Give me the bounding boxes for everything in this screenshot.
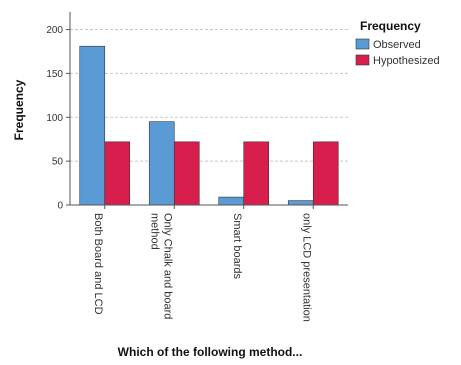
bar-hypothesized-0 bbox=[104, 141, 131, 206]
bar-observed-3 bbox=[287, 200, 314, 206]
bar-observed-0 bbox=[79, 45, 106, 206]
legend-label-hypothesized: Hypothesized bbox=[373, 55, 440, 67]
gridlines bbox=[70, 29, 348, 162]
legend-swatch-hypothesized bbox=[355, 54, 370, 66]
y-tick-label: 150 bbox=[46, 69, 63, 80]
x-category-label: Smart boards bbox=[231, 213, 243, 280]
legend: Frequency Observed Hypothesized bbox=[355, 19, 440, 67]
x-category-label: Only Chalk and boardmethod bbox=[148, 213, 173, 319]
x-axis-title: Which of the following method... bbox=[118, 345, 303, 359]
bar-hypothesized-2 bbox=[243, 141, 270, 206]
x-category-label: Both Board and LCD bbox=[92, 213, 104, 315]
y-tick-label: 0 bbox=[57, 201, 63, 212]
bar-observed-2 bbox=[218, 196, 245, 206]
y-tick-label: 200 bbox=[46, 25, 63, 36]
legend-label-observed: Observed bbox=[373, 39, 421, 51]
y-tick-labels: 0 50 100 150 200 bbox=[46, 25, 70, 212]
y-tick-label: 50 bbox=[52, 157, 64, 168]
bar-hypothesized-3 bbox=[312, 141, 339, 206]
y-axis-title: Frequency bbox=[12, 79, 26, 140]
bars bbox=[79, 45, 339, 206]
bar-observed-1 bbox=[148, 121, 175, 206]
bar-hypothesized-1 bbox=[173, 141, 200, 206]
legend-title: Frequency bbox=[360, 19, 421, 33]
y-tick-label: 100 bbox=[46, 113, 63, 124]
legend-swatch-observed bbox=[355, 38, 370, 50]
x-category-labels: Both Board and LCD Only Chalk and boardme… bbox=[92, 205, 314, 322]
axes bbox=[69, 12, 348, 206]
x-category-label: only LCD presentation bbox=[300, 213, 312, 322]
